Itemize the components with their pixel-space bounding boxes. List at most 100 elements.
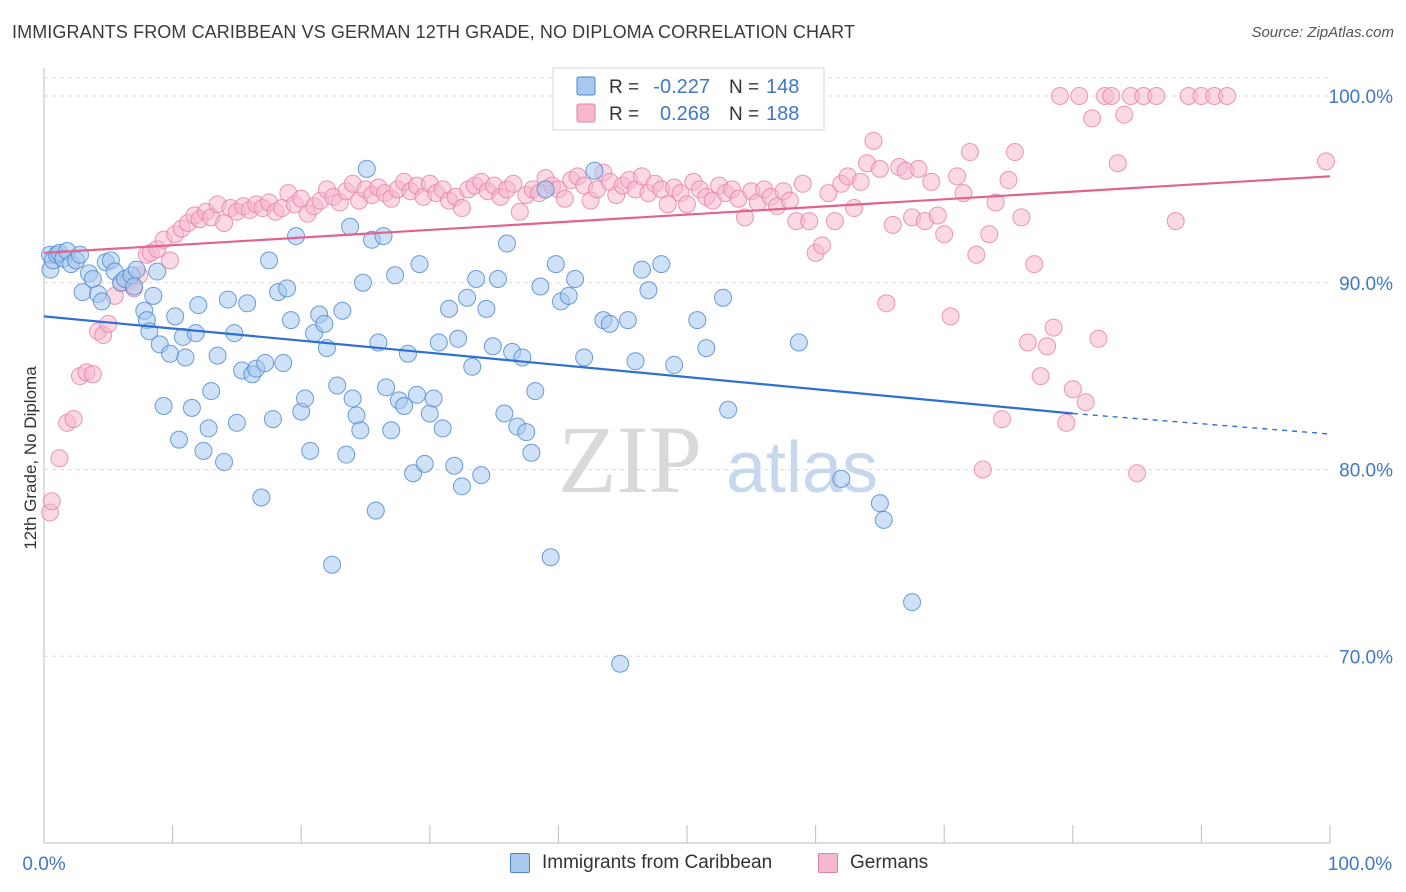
caribbean-point-111: [522, 443, 541, 462]
germans-point-146: [967, 245, 986, 264]
caribbean-point-47: [238, 294, 257, 313]
germans-point-159: [1050, 87, 1069, 106]
germans-point-174: [1166, 212, 1185, 231]
caribbean-point-41: [208, 346, 227, 365]
correlation-legend: R = -0.227 N = 148 R = 0.268 N = 188: [552, 67, 825, 131]
caribbean-point-55: [274, 354, 293, 373]
germans-point-160: [1057, 413, 1076, 432]
caribbean-point-39: [199, 419, 218, 438]
caribbean-point-22: [127, 260, 146, 279]
caribbean-point-81: [382, 421, 401, 440]
caribbean-point-35: [182, 398, 201, 417]
caribbean-point-72: [347, 406, 366, 425]
caribbean-trend-line: [43, 315, 1073, 415]
caribbean-point-112: [526, 382, 545, 401]
caribbean-point-139: [874, 510, 893, 529]
caribbean-point-136: [789, 333, 808, 352]
caribbean-point-31: [166, 307, 185, 326]
caribbean-point-73: [351, 421, 370, 440]
caribbean-point-85: [398, 344, 417, 363]
germans-point-101: [678, 195, 696, 214]
caribbean-point-75: [357, 159, 376, 178]
caribbean-point-9: [71, 245, 90, 264]
germans-point-66: [452, 199, 471, 218]
caribbean-point-96: [449, 329, 468, 348]
caribbean-point-71: [343, 389, 362, 408]
tick-labels: 70.0% 80.0% 90.0% 100.0% 0.0% 100.0%: [22, 87, 1393, 875]
germans-point-141: [935, 225, 954, 244]
germans-point-74: [504, 174, 523, 193]
caribbean-point-123: [600, 314, 619, 333]
germans-point-124: [825, 212, 844, 231]
germans-point-163: [1076, 393, 1095, 412]
germans-point-2: [50, 449, 69, 468]
legend-item-caribbean[interactable]: Immigrants from Caribbean: [510, 852, 772, 874]
caribbean-point-37: [189, 296, 208, 315]
caribbean-point-52: [260, 251, 279, 270]
chart-title: IMMIGRANTS FROM CARIBBEAN VS GERMAN 12TH…: [12, 22, 856, 42]
caribbean-point-89: [415, 454, 434, 473]
legend-swatch-blue: [576, 76, 596, 96]
trend-lines: [43, 175, 1331, 435]
caribbean-point-26: [144, 286, 163, 305]
caribbean-point-92: [429, 333, 448, 352]
caribbean-point-38: [194, 441, 213, 460]
germans-point-151: [999, 171, 1018, 190]
germans-point-4: [64, 410, 83, 429]
caribbean-point-45: [227, 413, 246, 432]
y-tick-label-70: 70.0%: [1339, 647, 1393, 668]
caribbean-point-124: [611, 654, 630, 673]
y-tick-label-100: 100.0%: [1329, 87, 1394, 108]
germans-point-29: [215, 214, 234, 232]
germans-point-149: [986, 193, 1005, 212]
y-tick-label-90: 90.0%: [1339, 274, 1393, 295]
germans-point-169: [1115, 105, 1134, 124]
caribbean-point-98: [458, 288, 477, 307]
watermark: ZIP atlas: [558, 406, 878, 513]
caribbean-point-80: [377, 378, 396, 397]
caribbean-point-21: [125, 277, 144, 296]
caribbean-point-40: [202, 382, 221, 401]
caribbean-point-100: [467, 270, 486, 289]
caribbean-point-14: [92, 292, 111, 311]
caribbean-point-67: [328, 376, 347, 395]
caribbean-point-133: [697, 339, 716, 358]
caribbean-point-134: [714, 288, 733, 307]
y-axis-label: 12th Grade, No Diploma: [21, 366, 40, 550]
germans-point-143: [948, 167, 967, 186]
germans-point-120: [800, 212, 819, 231]
germans-point-128: [851, 172, 870, 191]
caribbean-point-29: [154, 397, 173, 416]
legend-swatch-germans: [818, 853, 838, 873]
legend-swatch-caribbean: [510, 853, 530, 873]
caribbean-point-93: [433, 419, 452, 438]
legend-item-germans[interactable]: Germans: [818, 852, 928, 874]
germans-point-154: [1018, 333, 1037, 352]
series-caribbean-points: [41, 83, 922, 673]
caribbean-point-109: [513, 348, 532, 367]
germans-point-133: [883, 215, 902, 234]
germans-point-137: [909, 159, 928, 178]
caribbean-point-91: [424, 389, 443, 408]
germans-point-139: [922, 172, 941, 191]
axes: [43, 68, 1331, 844]
caribbean-point-42: [215, 453, 234, 472]
germans-point-20: [161, 251, 180, 270]
caribbean-point-128: [639, 281, 658, 300]
caribbean-point-114: [536, 180, 555, 199]
watermark-zip: ZIP: [558, 406, 702, 513]
caribbean-point-77: [366, 501, 385, 520]
caribbean-point-82: [386, 266, 405, 285]
germans-point-119: [793, 174, 812, 193]
caribbean-point-60: [296, 389, 315, 408]
caribbean-point-70: [341, 217, 360, 236]
caribbean-point-84: [395, 397, 414, 416]
caribbean-point-138: [870, 494, 889, 513]
germans-point-75: [510, 202, 529, 221]
caribbean-point-95: [445, 456, 464, 475]
caribbean-point-126: [626, 352, 645, 371]
legend-r-value-1: -0.227: [653, 76, 710, 98]
caribbean-point-64: [315, 314, 334, 333]
germans-point-150: [993, 410, 1012, 429]
germans-point-167: [1102, 87, 1121, 106]
